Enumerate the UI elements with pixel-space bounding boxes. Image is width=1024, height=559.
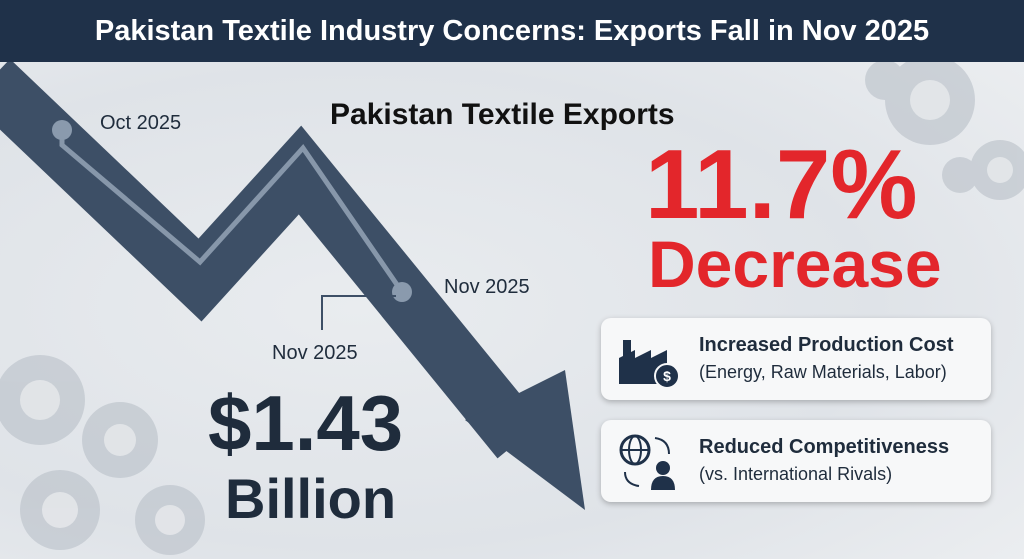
unit: Billion — [225, 467, 397, 530]
chart-title: Pakistan Textile Exports — [330, 98, 675, 131]
change-direction: Decrease — [648, 227, 942, 301]
factor-card: $ Increased Production Cost (Energy, Raw… — [601, 318, 991, 400]
title-bar: Pakistan Textile Industry Concerns: Expo… — [0, 0, 1024, 62]
callout-line — [321, 295, 396, 330]
factor-title: Increased Production Cost — [699, 334, 954, 356]
factory-icon: $ — [619, 340, 680, 389]
factor-detail: (vs. International Rivals) — [699, 464, 893, 484]
point-nov — [392, 282, 412, 302]
factor-title: Reduced Competitiveness — [699, 436, 950, 458]
start-label: Oct 2025 — [100, 112, 182, 134]
trend-arrow — [0, 59, 543, 459]
end-label: Nov 2025 — [444, 276, 530, 298]
change-percent: 11.7% — [645, 129, 918, 239]
period-label: Nov 2025 — [272, 342, 358, 364]
arrow-head — [465, 370, 585, 510]
amount: $1.43 — [208, 379, 404, 467]
globe-icon — [619, 434, 675, 490]
factor-card: Reduced Competitiveness (vs. Internation… — [601, 420, 991, 502]
svg-text:$: $ — [663, 368, 671, 384]
factor-detail: (Energy, Raw Materials, Labor) — [699, 362, 947, 382]
title: Pakistan Textile Industry Concerns: Expo… — [94, 15, 930, 47]
point-oct — [52, 120, 72, 140]
